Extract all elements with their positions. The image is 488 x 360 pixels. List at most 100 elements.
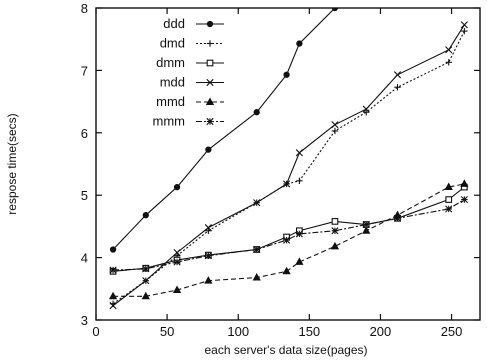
data-point-mdd bbox=[204, 224, 212, 232]
series-line-dmm bbox=[113, 186, 465, 272]
cross-marker bbox=[204, 224, 212, 232]
legend-label-mdd: mdd bbox=[160, 75, 185, 90]
data-point-mmd bbox=[282, 266, 291, 275]
triangle-marker bbox=[108, 291, 118, 300]
data-point-mdd bbox=[253, 199, 261, 207]
legend-entry-dmm: dmm bbox=[156, 55, 224, 70]
cross-marker bbox=[460, 21, 468, 29]
data-point-dmd bbox=[296, 177, 303, 185]
legend-entry-mmd: mmd bbox=[156, 94, 224, 109]
y-tick-label: 8 bbox=[81, 1, 88, 16]
series-line-mdd bbox=[112, 24, 465, 307]
series-line-dmd bbox=[112, 30, 465, 305]
series-line-mmd bbox=[113, 183, 465, 297]
data-point-mdd bbox=[362, 105, 370, 113]
series-dmd bbox=[109, 27, 468, 307]
data-point-dmd bbox=[461, 27, 468, 35]
cross-marker-b bbox=[142, 277, 150, 285]
data-point-mmm bbox=[445, 205, 453, 213]
star-marker bbox=[173, 258, 181, 266]
x-tick-label: 150 bbox=[298, 324, 320, 339]
legend-label-dmm: dmm bbox=[156, 55, 185, 70]
triangle-marker bbox=[444, 182, 453, 191]
legend-label-ddd: ddd bbox=[163, 16, 185, 31]
circle-marker bbox=[142, 212, 149, 219]
cross-marker bbox=[282, 180, 291, 188]
square-marker bbox=[445, 196, 453, 203]
data-point-mmm bbox=[460, 195, 468, 204]
cross-marker bbox=[253, 199, 261, 207]
data-point-mdd bbox=[460, 21, 468, 29]
star-marker bbox=[295, 230, 303, 238]
star-marker bbox=[109, 266, 117, 274]
x-tick-label: 250 bbox=[441, 324, 463, 339]
axes: 0 50 100 150 200 250 3 4 5 6 7 8 bbox=[81, 1, 481, 339]
series-mmm bbox=[109, 195, 468, 274]
cross-marker-b bbox=[331, 121, 339, 129]
data-point-mmm bbox=[282, 236, 291, 244]
plus-marker bbox=[445, 59, 452, 66]
legend-entry-mdd: mdd bbox=[160, 75, 224, 90]
cross-marker-b bbox=[206, 78, 214, 87]
data-point-mmm bbox=[253, 245, 261, 254]
plus-marker bbox=[205, 227, 212, 234]
data-point-mmd bbox=[460, 179, 469, 187]
star-marker bbox=[206, 117, 214, 126]
data-point-mmm bbox=[295, 230, 303, 238]
data-point-mdd bbox=[295, 149, 303, 157]
star-marker bbox=[142, 265, 150, 273]
triangle-marker bbox=[295, 257, 304, 265]
circle-marker bbox=[206, 20, 214, 28]
data-point-ddd bbox=[296, 40, 303, 47]
data-point-mmd bbox=[204, 276, 213, 284]
data-point-mdd bbox=[173, 249, 181, 257]
cross-marker-b bbox=[253, 199, 261, 207]
legend-entry-dmd: dmd bbox=[160, 36, 224, 51]
data-point-mmm bbox=[109, 266, 117, 274]
cross-marker bbox=[142, 277, 150, 285]
plot-area bbox=[108, 8, 469, 310]
triangle-marker bbox=[282, 266, 291, 275]
data-point-mmd bbox=[108, 291, 118, 300]
data-point-ddd bbox=[253, 109, 260, 116]
data-point-mdd bbox=[109, 302, 117, 310]
data-point-mmm bbox=[362, 220, 370, 229]
star-marker bbox=[253, 245, 261, 254]
data-point-mmm bbox=[393, 214, 402, 222]
data-point-mdd bbox=[282, 180, 291, 188]
data-point-mmm bbox=[204, 252, 212, 260]
cross-marker bbox=[445, 46, 453, 54]
y-tick-label: 7 bbox=[81, 63, 88, 78]
data-point-dmd bbox=[445, 59, 452, 66]
cross-marker-b bbox=[295, 149, 303, 157]
star-marker bbox=[445, 205, 453, 213]
series-mdd bbox=[109, 21, 468, 310]
data-point-ddd bbox=[109, 246, 117, 253]
legend: ddd dmd dmm mdd mmd mmm bbox=[153, 16, 224, 129]
cross-marker-b bbox=[173, 249, 181, 257]
data-point-dmd bbox=[394, 84, 401, 91]
legend-label-dmd: dmd bbox=[160, 36, 185, 51]
data-point-ddd bbox=[173, 183, 181, 191]
cross-marker bbox=[206, 78, 214, 87]
legend-label-mmm: mmm bbox=[153, 114, 186, 129]
data-point-ddd bbox=[283, 71, 290, 78]
triangle-marker bbox=[362, 226, 371, 234]
data-point-mmd bbox=[330, 241, 340, 250]
cross-marker-b bbox=[282, 180, 291, 188]
star-marker bbox=[393, 214, 402, 222]
plus-marker bbox=[296, 177, 303, 185]
plus-marker bbox=[363, 109, 370, 116]
cross-marker-b bbox=[362, 105, 370, 113]
data-point-mmd bbox=[295, 257, 304, 265]
data-point-mdd bbox=[142, 277, 150, 285]
data-point-dmd bbox=[363, 109, 370, 116]
triangle-marker bbox=[460, 179, 469, 187]
x-tick-label: 50 bbox=[160, 324, 174, 339]
cross-marker bbox=[362, 105, 370, 113]
circle-marker bbox=[296, 40, 303, 47]
data-point-mmd bbox=[444, 182, 453, 191]
series-dmm bbox=[109, 183, 468, 275]
star-marker bbox=[204, 252, 212, 260]
